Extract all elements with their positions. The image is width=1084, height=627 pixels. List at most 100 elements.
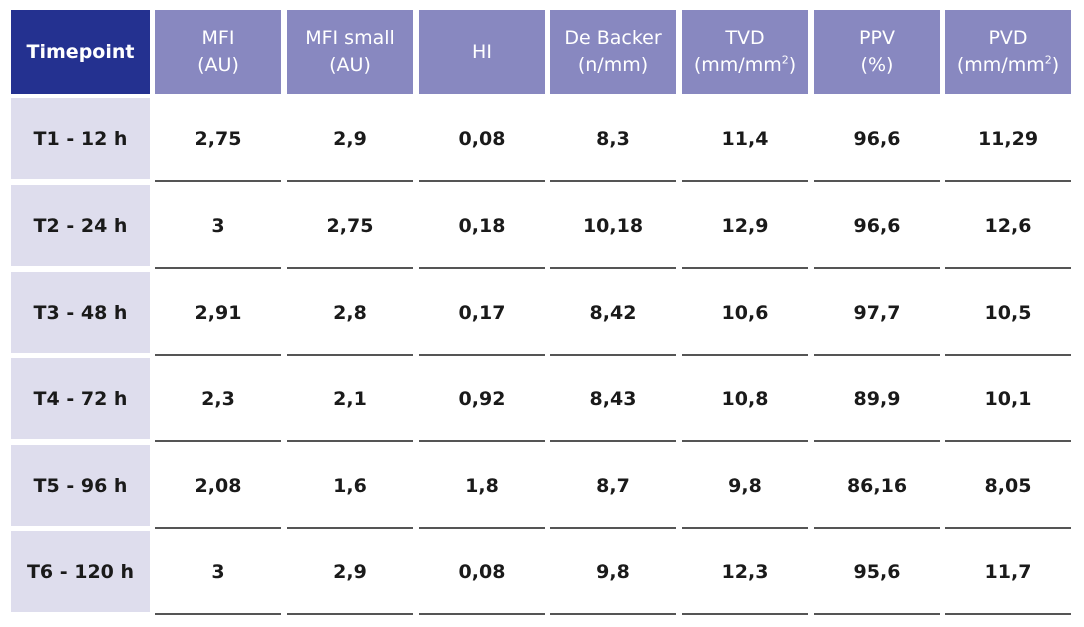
table-cell: 2,8 xyxy=(333,301,367,324)
table-cell: 95,6 xyxy=(853,560,901,583)
table-cell: 2,1 xyxy=(333,387,367,410)
row-divider xyxy=(814,527,940,529)
table-cell: 12,9 xyxy=(721,214,769,237)
row-divider xyxy=(155,180,281,182)
row-divider xyxy=(287,613,413,615)
column-header: MFI (AU) xyxy=(155,10,281,94)
row-divider xyxy=(682,613,808,615)
column-header-line1: HI xyxy=(472,40,492,63)
row-divider xyxy=(945,613,1071,615)
row-divider xyxy=(945,527,1071,529)
column-header-text: MFI small (AU) xyxy=(305,25,395,79)
row-label: T4 - 72 h xyxy=(11,358,150,439)
table-cell: 0,08 xyxy=(458,560,506,583)
row-divider xyxy=(945,267,1071,269)
table-cell: 0,08 xyxy=(458,127,506,150)
column-header: HI xyxy=(419,10,545,94)
table-cell: 96,6 xyxy=(853,214,901,237)
header-timepoint: Timepoint xyxy=(11,10,150,94)
column-header-line2: (%) xyxy=(859,52,895,79)
row-divider xyxy=(155,527,281,529)
column-header-text: PVD (mm/mm2) xyxy=(957,25,1059,79)
row-divider xyxy=(419,267,545,269)
table-cell: 9,8 xyxy=(596,560,630,583)
table-cell: 8,3 xyxy=(596,127,630,150)
table-cell: 2,9 xyxy=(333,560,367,583)
table-cell: 10,5 xyxy=(984,301,1032,324)
table-cell: 3 xyxy=(211,560,225,583)
row-divider xyxy=(682,527,808,529)
column-header-text: De Backer (n/mm) xyxy=(564,25,661,79)
column-header-superscript: 2 xyxy=(1044,53,1052,67)
row-divider xyxy=(287,180,413,182)
row-label: T5 - 96 h xyxy=(11,445,150,526)
row-divider xyxy=(682,354,808,356)
column-header-line2: (mm/mm2) xyxy=(694,52,796,79)
column-header-text: PPV (%) xyxy=(859,25,895,79)
row-divider xyxy=(155,267,281,269)
row-divider xyxy=(945,354,1071,356)
table-cell: 10,1 xyxy=(984,387,1032,410)
column-header-line2: (AU) xyxy=(305,52,395,79)
table-cell: 12,3 xyxy=(721,560,769,583)
row-divider xyxy=(550,440,676,442)
column-header-unit: (%) xyxy=(860,54,894,76)
column-header-unit-tail: ) xyxy=(788,54,797,76)
row-divider xyxy=(814,267,940,269)
row-divider xyxy=(419,440,545,442)
column-header-unit-tail: ) xyxy=(1051,54,1060,76)
column-header-text: TVD (mm/mm2) xyxy=(694,25,796,79)
table-cell: 11,4 xyxy=(721,127,769,150)
column-header-line1: PPV xyxy=(859,27,895,49)
column-header-unit: (mm/mm xyxy=(693,54,782,76)
column-header-line1: MFI small xyxy=(305,27,395,49)
table-cell: 96,6 xyxy=(853,127,901,150)
table-cell: 2,3 xyxy=(201,387,235,410)
column-header-unit: (n/mm) xyxy=(577,54,649,76)
column-header-line2: (mm/mm2) xyxy=(957,52,1059,79)
table-cell: 0,92 xyxy=(458,387,506,410)
table-cell: 9,8 xyxy=(728,474,762,497)
row-divider xyxy=(945,180,1071,182)
table-cell: 8,7 xyxy=(596,474,630,497)
column-header-line2: (AU) xyxy=(197,52,239,79)
table-cell: 8,42 xyxy=(589,301,637,324)
column-header-text: MFI (AU) xyxy=(197,25,239,79)
table-cell: 97,7 xyxy=(853,301,901,324)
column-header: PPV (%) xyxy=(814,10,940,94)
table-cell: 2,75 xyxy=(194,127,242,150)
row-divider xyxy=(945,440,1071,442)
table-cell: 11,29 xyxy=(977,127,1039,150)
row-divider xyxy=(155,440,281,442)
column-header: TVD (mm/mm2) xyxy=(682,10,808,94)
row-divider xyxy=(419,527,545,529)
row-label: T2 - 24 h xyxy=(11,185,150,266)
column-header-unit: (mm/mm xyxy=(956,54,1045,76)
row-divider xyxy=(155,354,281,356)
column-header-unit: (AU) xyxy=(329,54,371,76)
table-cell: 8,43 xyxy=(589,387,637,410)
table-cell: 12,6 xyxy=(984,214,1032,237)
row-divider xyxy=(682,440,808,442)
row-divider xyxy=(814,613,940,615)
row-divider xyxy=(287,354,413,356)
table-cell: 11,7 xyxy=(984,560,1032,583)
table-cell: 8,05 xyxy=(984,474,1032,497)
column-header-line1: PVD xyxy=(988,27,1028,49)
table-cell: 10,18 xyxy=(582,214,644,237)
column-header-line1: MFI xyxy=(201,27,235,49)
row-divider xyxy=(814,440,940,442)
row-divider xyxy=(550,180,676,182)
table-cell: 2,91 xyxy=(194,301,242,324)
row-divider xyxy=(814,354,940,356)
row-divider xyxy=(550,267,676,269)
table-cell: 1,6 xyxy=(333,474,367,497)
row-label: T6 - 120 h xyxy=(11,531,150,612)
row-divider xyxy=(419,354,545,356)
table-cell: 0,18 xyxy=(458,214,506,237)
table-cell: 10,6 xyxy=(721,301,769,324)
row-label: T1 - 12 h xyxy=(11,98,150,179)
row-divider xyxy=(682,267,808,269)
row-divider xyxy=(550,354,676,356)
